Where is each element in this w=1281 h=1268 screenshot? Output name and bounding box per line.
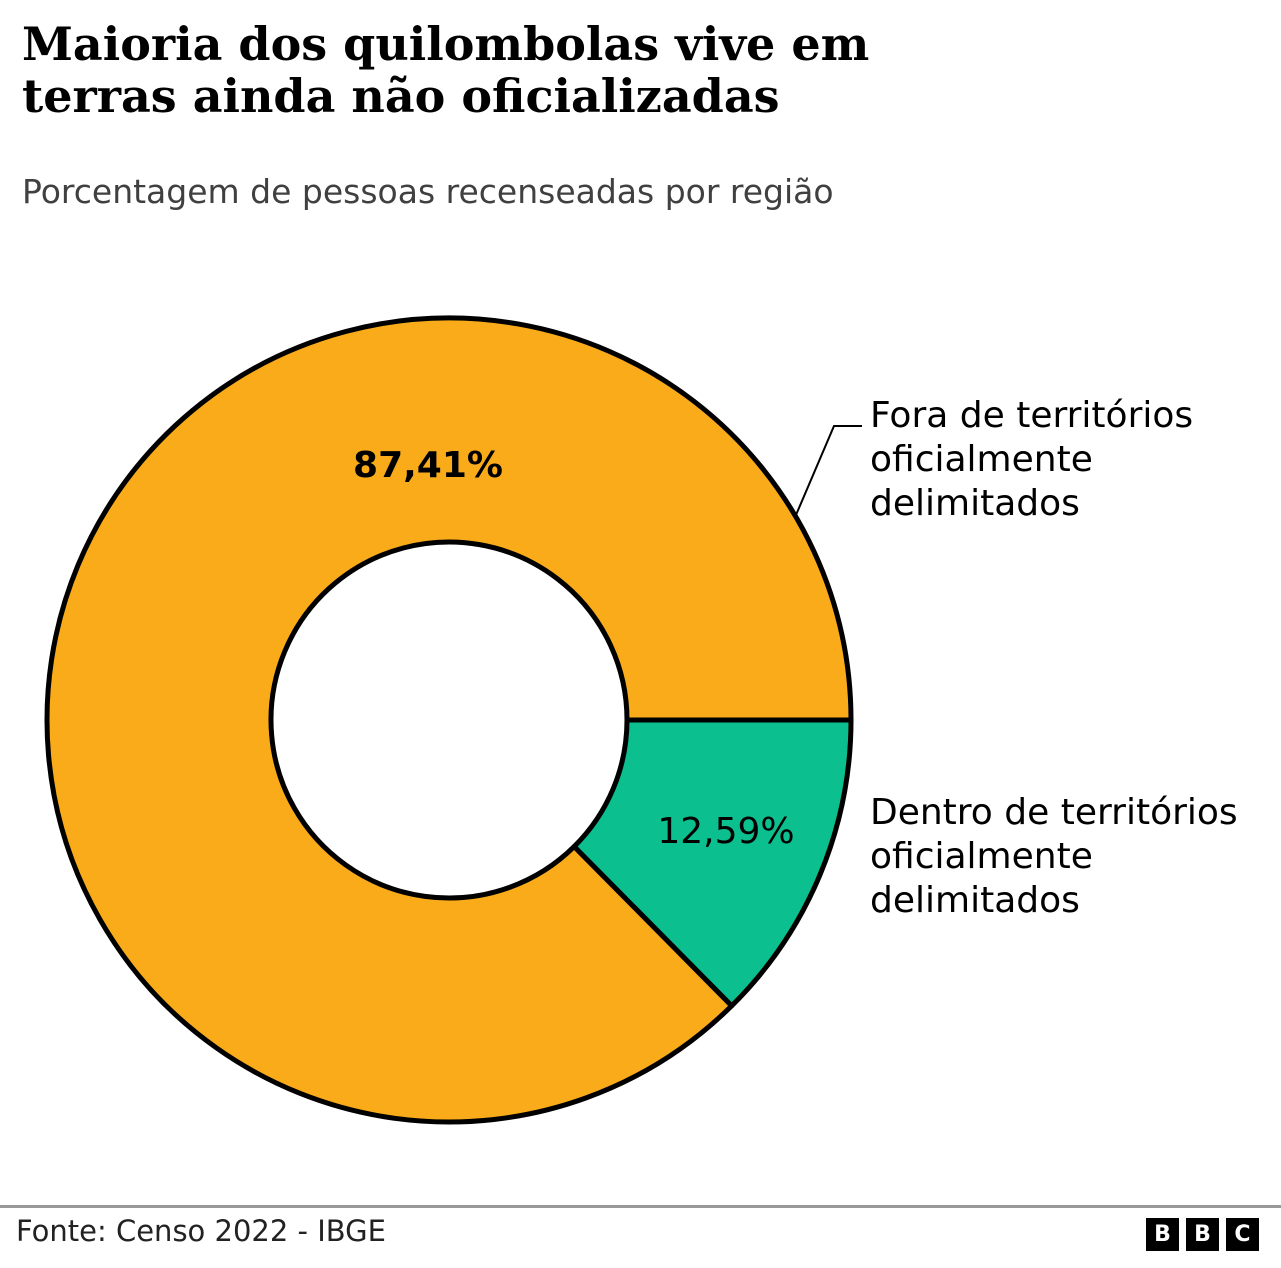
bbc-logo: B B C <box>1146 1218 1259 1251</box>
chart-title: Maioria dos quilombolas vive em terras a… <box>22 17 870 123</box>
slice-value-label-fora: 87,41% <box>353 445 503 486</box>
footer-divider <box>0 1205 1281 1208</box>
legend-label-dentro-line3: delimitados <box>870 880 1080 921</box>
slice-value-label-dentro: 12,59% <box>657 811 794 852</box>
chart-subtitle: Porcentagem de pessoas recenseadas por r… <box>22 172 834 211</box>
legend-label-fora-line3: delimitados <box>870 483 1080 524</box>
logo-letter: C <box>1226 1218 1259 1251</box>
legend-label-fora-line2: oficialmente <box>870 439 1093 480</box>
leader-line <box>795 425 862 516</box>
legend-label-dentro-line1: Dentro de territórios <box>870 792 1238 833</box>
legend-label-dentro-line2: oficialmente <box>870 836 1093 877</box>
donut-chart: 12,59% 87,41% Fora de territórios oficia… <box>44 315 1238 1125</box>
donut-slice-dentro <box>571 717 854 1009</box>
logo-letter: B <box>1146 1218 1179 1251</box>
logo-letter: B <box>1186 1218 1219 1251</box>
legend-label-fora-line1: Fora de territórios <box>870 395 1193 436</box>
source-note: Fonte: Censo 2022 - IBGE <box>16 1214 386 1248</box>
donut-slice-fora <box>44 315 854 1125</box>
